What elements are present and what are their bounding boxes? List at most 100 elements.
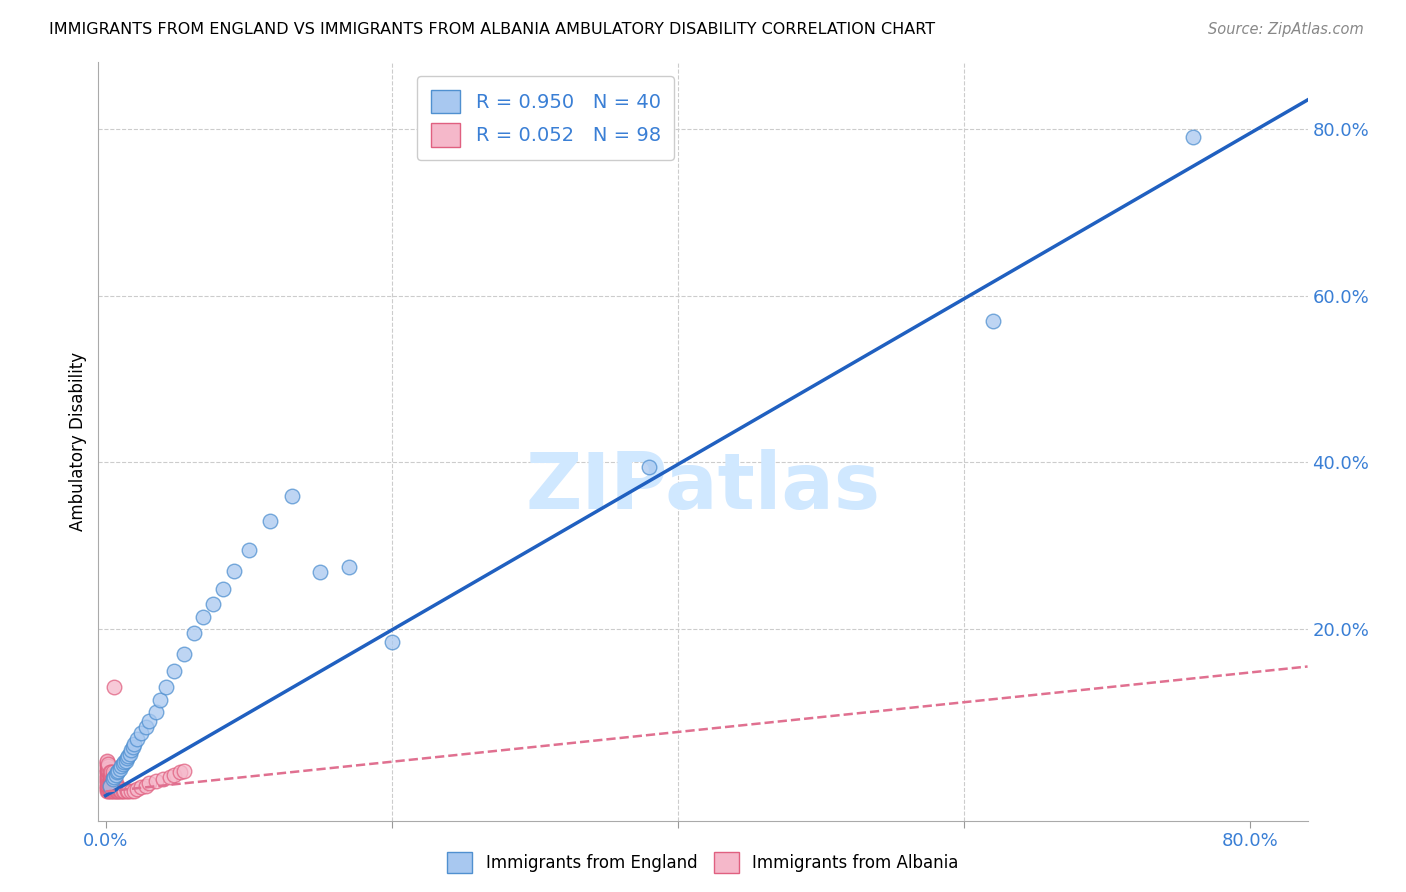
Point [145, 773, 167, 788]
Point [97, 765, 120, 780]
Point [97, 762, 120, 776]
Point [97, 779, 120, 793]
Point [112, 756, 135, 770]
Point [96, 765, 118, 780]
Point [122, 784, 145, 798]
Point [104, 779, 127, 793]
Point [100, 773, 122, 788]
Point [103, 780, 125, 795]
Point [103, 772, 125, 786]
Point [122, 737, 145, 751]
Point [97, 756, 120, 771]
Point [120, 743, 142, 757]
Point [101, 779, 124, 793]
Point [103, 779, 125, 793]
Point [101, 773, 124, 788]
Point [100, 776, 122, 790]
Point [149, 693, 172, 707]
Point [100, 782, 122, 797]
Point [1182, 130, 1205, 145]
Point [104, 784, 127, 798]
Point [125, 782, 148, 797]
Point [108, 782, 131, 797]
Point [118, 747, 141, 761]
Point [111, 784, 134, 798]
Point [280, 489, 302, 503]
Point [638, 459, 661, 474]
Point [98, 779, 121, 793]
Point [163, 664, 186, 678]
Point [96, 776, 118, 790]
Point [104, 768, 127, 782]
Point [101, 780, 124, 795]
Point [107, 784, 129, 798]
Point [98, 765, 121, 780]
Point [96, 754, 118, 768]
Point [96, 773, 118, 788]
Point [98, 782, 121, 797]
Point [105, 779, 128, 793]
Point [115, 784, 138, 798]
Point [337, 559, 360, 574]
Point [101, 782, 124, 797]
Point [100, 768, 122, 782]
Point [131, 780, 153, 795]
Point [110, 784, 132, 798]
Point [103, 681, 125, 695]
Point [117, 748, 139, 763]
Point [97, 759, 120, 773]
Point [96, 782, 118, 797]
Point [191, 609, 214, 624]
Point [100, 772, 122, 786]
Point [104, 782, 127, 797]
Point [98, 768, 121, 782]
Point [105, 765, 128, 780]
Point [201, 597, 224, 611]
Point [173, 647, 195, 661]
Point [224, 564, 246, 578]
Point [107, 782, 129, 797]
Point [105, 782, 128, 797]
Point [103, 770, 125, 784]
Point [107, 764, 129, 778]
Point [125, 731, 148, 746]
Point [97, 776, 120, 790]
Point [104, 776, 127, 790]
Point [101, 765, 124, 780]
Y-axis label: Ambulatory Disability: Ambulatory Disability [69, 352, 87, 531]
Point [103, 782, 125, 797]
Point [96, 784, 118, 798]
Point [138, 714, 160, 728]
Point [309, 566, 332, 580]
Point [98, 779, 121, 793]
Point [183, 626, 205, 640]
Point [97, 770, 120, 784]
Text: Source: ZipAtlas.com: Source: ZipAtlas.com [1208, 22, 1364, 37]
Point [169, 765, 191, 780]
Point [114, 754, 136, 768]
Point [121, 740, 143, 755]
Point [135, 720, 157, 734]
Point [100, 780, 122, 795]
Point [98, 784, 121, 798]
Point [96, 759, 118, 773]
Point [100, 765, 122, 780]
Point [103, 773, 125, 788]
Point [96, 770, 118, 784]
Point [115, 751, 138, 765]
Point [97, 784, 120, 798]
Point [96, 756, 118, 771]
Point [108, 762, 131, 776]
Point [135, 779, 157, 793]
Point [96, 772, 118, 786]
Point [259, 514, 281, 528]
Point [103, 776, 125, 790]
Point [103, 784, 125, 798]
Point [97, 772, 120, 786]
Point [98, 772, 121, 786]
Point [104, 780, 127, 795]
Point [101, 772, 124, 786]
Point [108, 784, 131, 798]
Point [105, 780, 128, 795]
Point [98, 776, 121, 790]
